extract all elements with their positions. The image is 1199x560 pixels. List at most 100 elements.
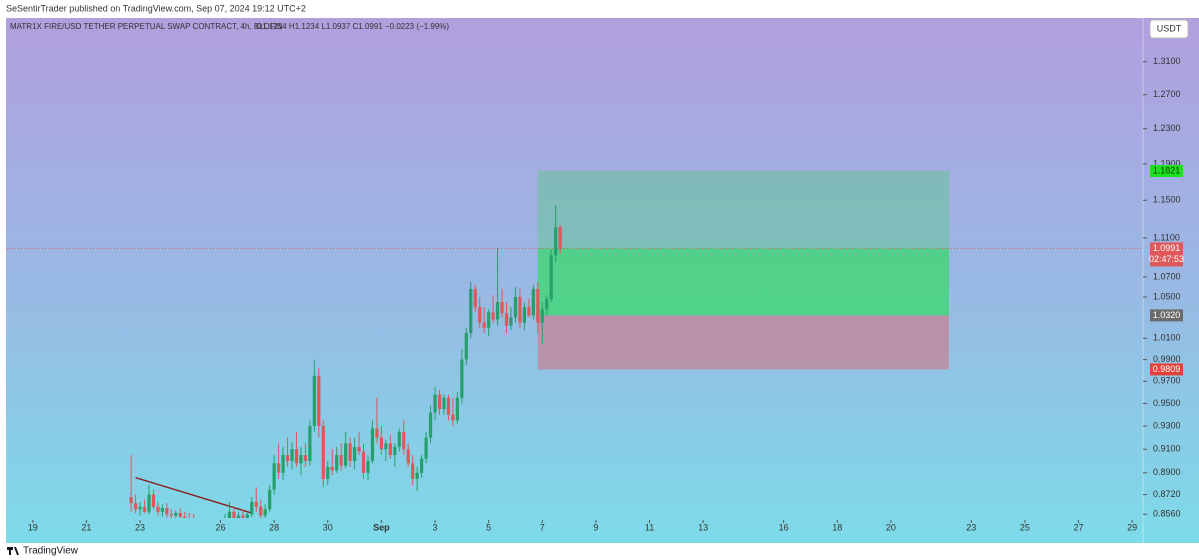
- y-tick-label: 0.9300: [1153, 420, 1181, 430]
- candle-body: [549, 255, 553, 300]
- y-tick-label: 0.8720: [1153, 489, 1181, 499]
- candle-body: [245, 514, 249, 518]
- candle-body: [138, 506, 142, 510]
- profit-fill: [537, 248, 949, 316]
- candle-body: [321, 426, 325, 479]
- x-tick-label: 26: [216, 522, 226, 532]
- candle-body: [344, 443, 348, 466]
- candle-body: [513, 297, 518, 318]
- y-tick-label: 0.8900: [1153, 467, 1181, 477]
- candle-body: [156, 506, 160, 512]
- candle-body: [183, 516, 187, 518]
- candle-body: [375, 428, 379, 438]
- candle-body: [174, 513, 178, 516]
- candle-body: [393, 446, 397, 456]
- candle-body: [178, 513, 182, 517]
- y-tick-label: 0.8560: [1153, 509, 1181, 519]
- currency-button[interactable]: [1149, 19, 1189, 39]
- candle-body: [482, 322, 486, 328]
- candle-body: [540, 309, 544, 323]
- candle-body: [420, 458, 424, 473]
- candle-body: [500, 302, 504, 314]
- candle-body: [451, 414, 455, 421]
- candle-body: [254, 501, 258, 507]
- publisher: SeSentirTrader published on TradingView.…: [6, 3, 306, 13]
- candle-body: [527, 307, 531, 316]
- candle-body: [361, 451, 366, 473]
- y-tick-label: 1.1500: [1153, 195, 1181, 205]
- x-tick-label: 29: [1127, 522, 1137, 532]
- candle-body: [487, 312, 491, 328]
- y-tick-label: 1.2700: [1153, 89, 1181, 99]
- top-bar: [0, 0, 1199, 18]
- x-tick-label: 25: [1020, 522, 1030, 532]
- y-tick-label: 0.9100: [1153, 444, 1181, 454]
- y-tick-label: 1.3100: [1153, 56, 1181, 66]
- candle-body: [339, 455, 343, 466]
- candle-body: [142, 506, 147, 512]
- candle-body: [335, 455, 339, 471]
- candle-body: [147, 494, 151, 512]
- x-tick-label: 20: [886, 522, 896, 532]
- candle-body: [433, 394, 437, 413]
- candle-body: [509, 317, 513, 326]
- x-tick-label: 27: [1074, 522, 1084, 532]
- candle-body: [312, 375, 316, 427]
- x-tick-label: 11: [645, 522, 654, 532]
- x-tick-label: 16: [779, 522, 789, 532]
- candle-body: [352, 446, 357, 461]
- candle-body: [366, 460, 370, 473]
- candle-body: [259, 506, 263, 516]
- price-tag: [1150, 363, 1183, 376]
- candle-body: [554, 227, 558, 256]
- y-tick-label: 0.9700: [1153, 376, 1181, 386]
- y-tick-label: 0.9900: [1153, 354, 1181, 364]
- candle-body: [531, 288, 535, 316]
- candle-body: [558, 227, 562, 249]
- x-tick-label: 9: [593, 522, 598, 532]
- x-tick-label: 19: [28, 522, 38, 532]
- candle-body: [455, 397, 459, 421]
- candle-body: [290, 449, 294, 461]
- candle-body: [388, 443, 392, 456]
- candle-body: [232, 511, 236, 518]
- footer-bar: [0, 543, 1199, 560]
- ohlc-values: O1.1214 H1.1234 L1.0937 C1.0991 −0.0223 …: [256, 22, 449, 31]
- x-tick-label: 21: [81, 522, 91, 532]
- candle-body: [326, 466, 330, 479]
- x-tick-label: 30: [323, 522, 333, 532]
- candle-body: [415, 472, 419, 479]
- x-tick-label: Sep: [373, 522, 390, 532]
- candle-body: [437, 394, 442, 410]
- candle-body: [348, 443, 352, 461]
- tradingview-logo: [7, 547, 19, 555]
- stop-zone: [537, 315, 949, 370]
- y-tick-label: 1.0500: [1153, 291, 1181, 301]
- x-tick-label: 23: [135, 522, 145, 532]
- y-tick-label: 1.0700: [1153, 271, 1181, 281]
- candle-body: [469, 288, 473, 334]
- countdown-label: 02:47:53: [1149, 254, 1184, 264]
- last-price-label: 1.0991: [1153, 243, 1181, 253]
- candle-body: [160, 508, 165, 512]
- candle-body: [446, 397, 451, 415]
- last-price-tag: [1150, 242, 1183, 267]
- candle-body: [272, 463, 276, 490]
- candle-body: [495, 302, 500, 320]
- x-tick-label: 7: [540, 522, 545, 532]
- candle-body: [536, 288, 540, 323]
- candle-body: [491, 312, 495, 320]
- candle-body: [522, 307, 527, 323]
- candle-body: [281, 455, 285, 473]
- candle-body: [250, 501, 254, 515]
- candle-body: [478, 307, 482, 323]
- candle-body: [518, 297, 522, 323]
- y-tick-label: 1.1900: [1153, 158, 1181, 168]
- candle-body: [294, 449, 299, 464]
- candle-body: [473, 288, 477, 308]
- candle-body: [129, 497, 133, 504]
- candle-body: [277, 463, 281, 473]
- candle-body: [406, 449, 410, 464]
